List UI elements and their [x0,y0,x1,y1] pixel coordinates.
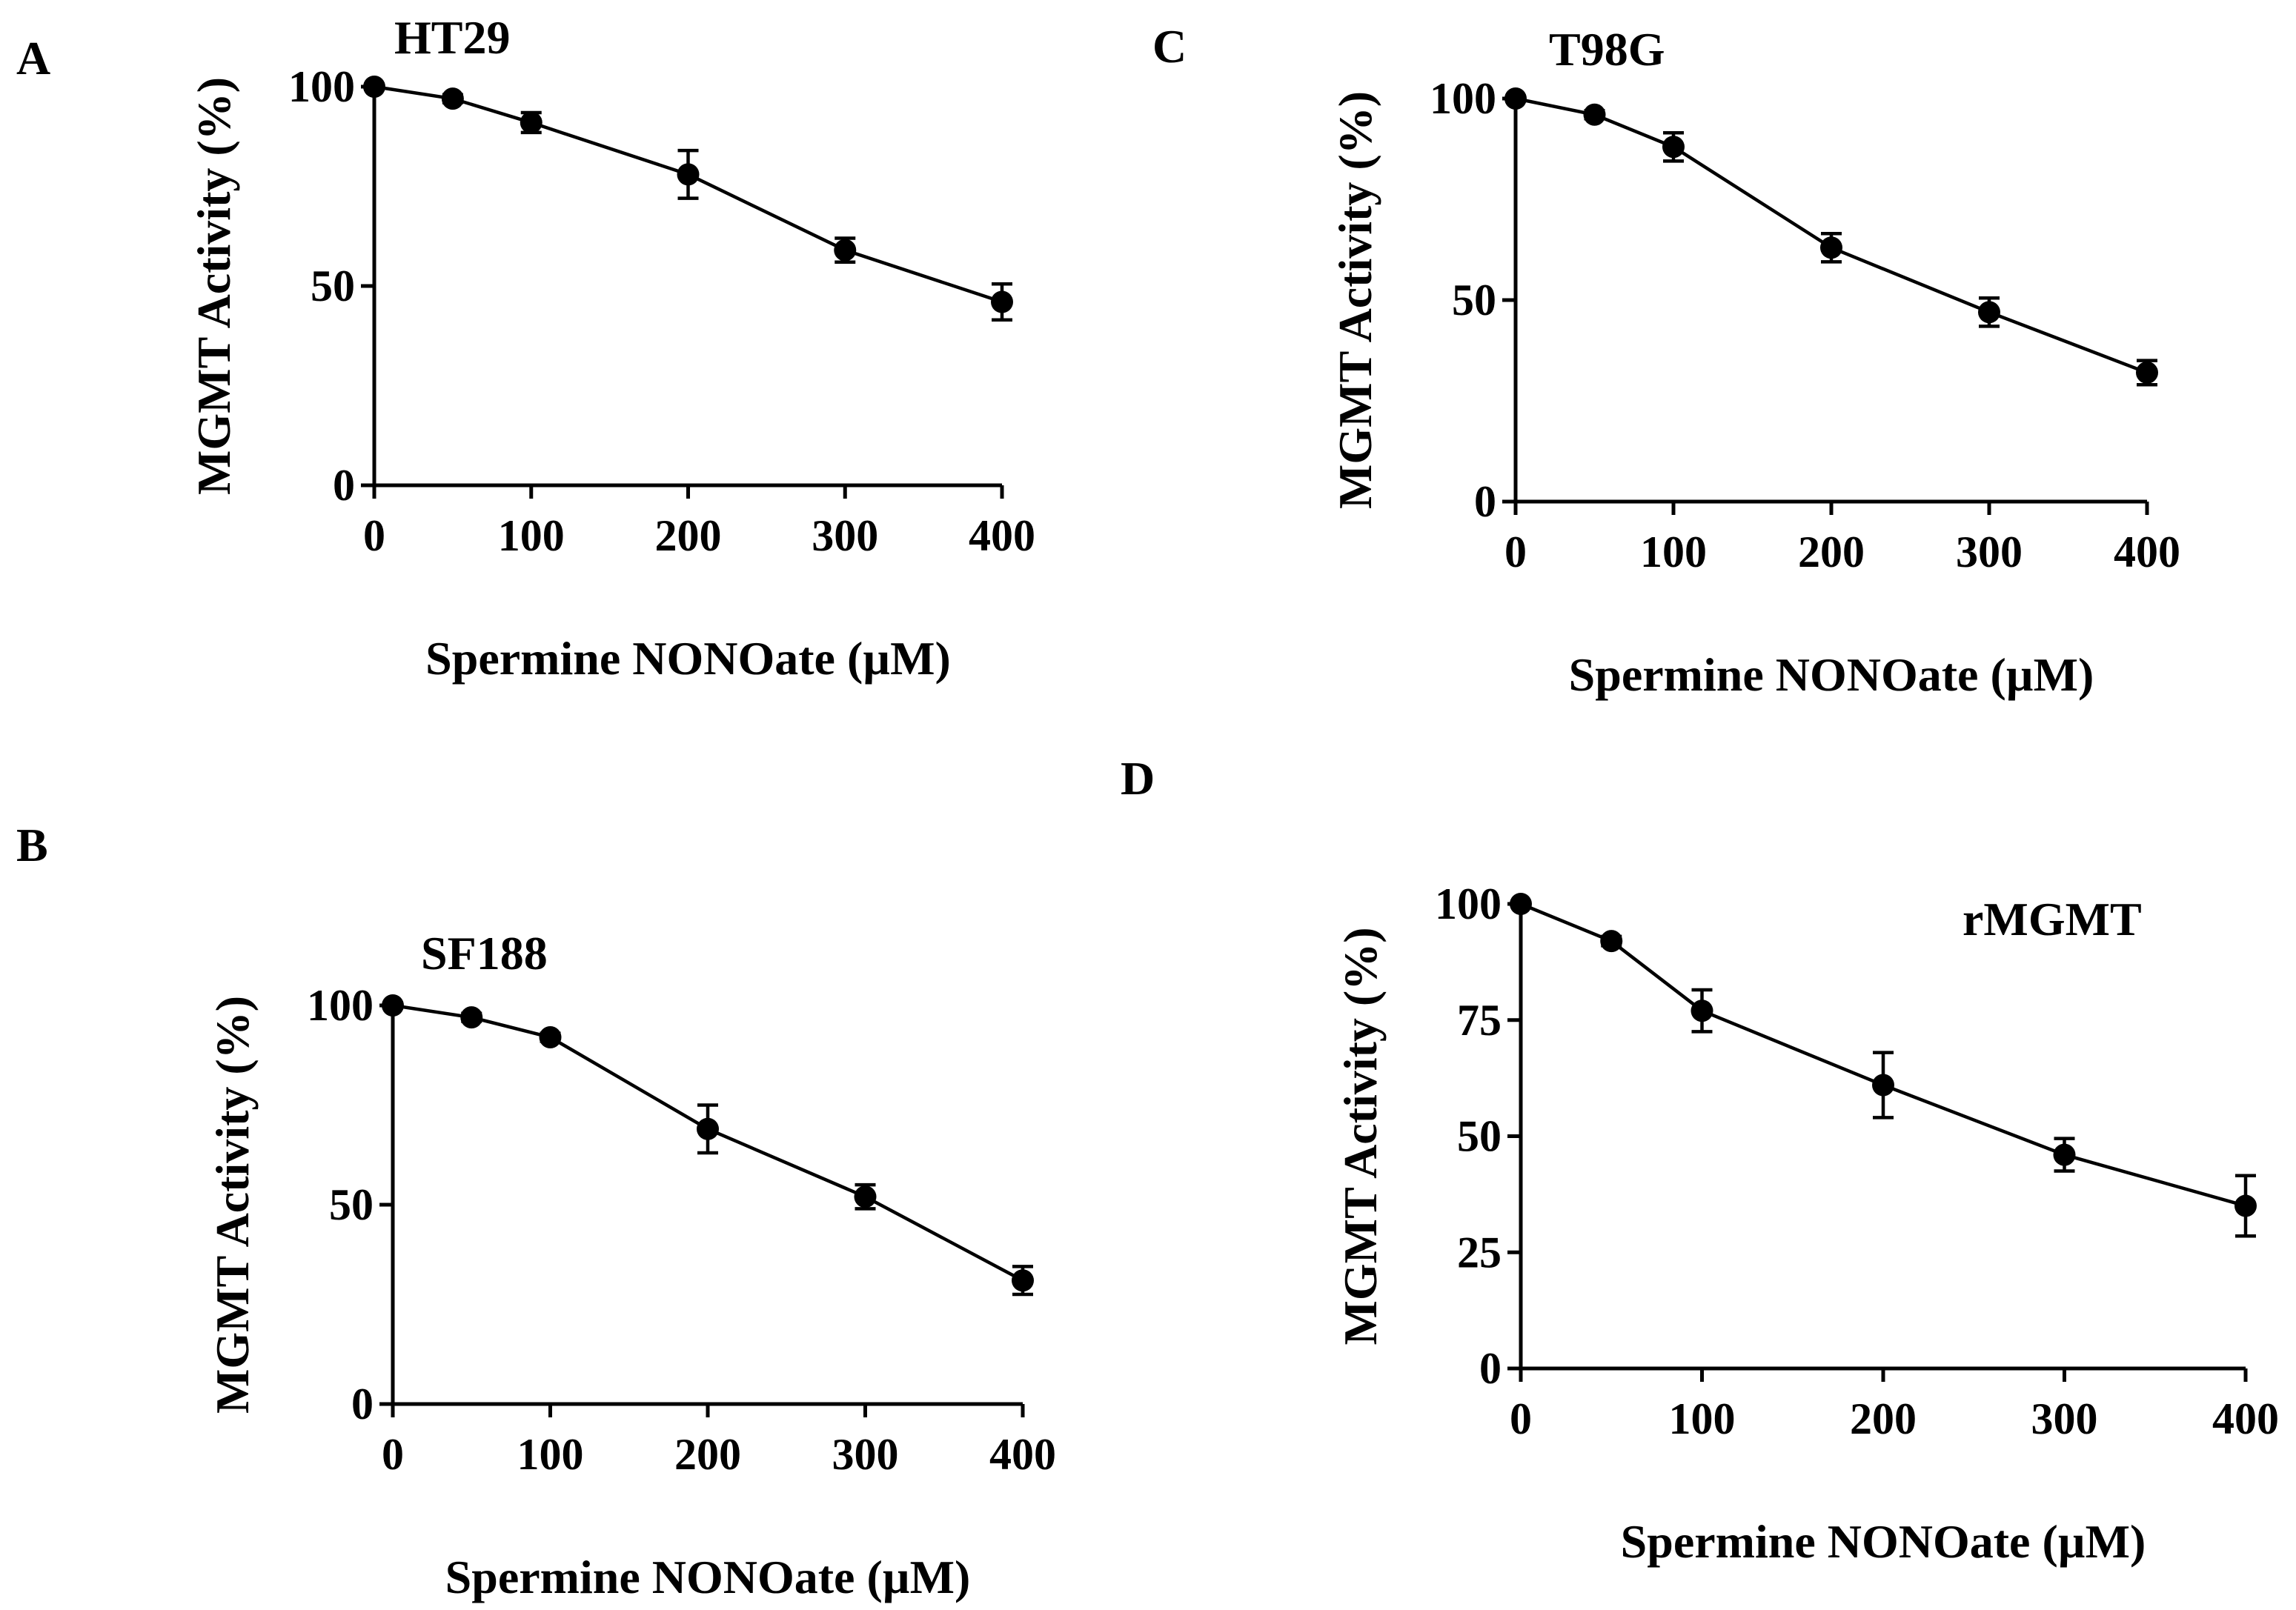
data-point [1978,301,2000,324]
series-line [374,84,1003,304]
x-tick-label: 400 [2212,1394,2279,1443]
x-tick-label: 200 [655,511,722,560]
x-tick-label: 200 [1798,528,1865,576]
y-tick-label: 100 [307,981,374,1030]
data-point [1583,103,1606,126]
series-line [392,1003,1024,1283]
x-tick-label: 400 [2114,528,2180,576]
x-tick-label: 300 [812,511,878,560]
y-tick-label: 100 [288,62,355,111]
x-tick-label: 0 [363,511,385,560]
data-point [991,290,1013,313]
x-axis-label: Spermine NONOate (µM) [1621,1515,2146,1568]
y-tick-label: 50 [329,1180,374,1229]
panel-c: C T98G 0 50 100 0 100 200 300 400 Spermine NONOate… [1152,20,2180,701]
x-axis-label: Spermine NONOate (µM) [425,632,951,685]
x-tick-label: 300 [2031,1394,2098,1443]
x-tick-label: 300 [832,1430,899,1479]
data-point [1600,930,1623,953]
y-tick-label: 100 [1430,74,1496,123]
y-tick-label: 0 [333,461,355,510]
panel-letter: C [1152,20,1187,73]
y-tick-label: 50 [311,262,355,310]
data-point [539,1026,562,1049]
y-axis-label: MGMT Activity (%) [1329,91,1381,509]
x-tick-label: 0 [1510,1394,1532,1443]
y-tick-label: 0 [1474,477,1496,526]
y-axis-label: MGMT Activity (%) [1334,927,1387,1345]
chart-title: SF188 [421,927,548,979]
x-tick-label: 300 [1956,528,2023,576]
data-point [1820,236,1842,259]
x-axis-label: Spermine NONOate (µM) [1569,648,2094,701]
x-tick-label: 200 [674,1430,741,1479]
x-tick-label: 100 [1640,528,1707,576]
data-point [697,1117,719,1140]
data-point [460,1006,483,1029]
data-point [1872,1074,1894,1097]
data-point [1510,893,1532,915]
data-point [1662,136,1685,159]
series-line [1520,902,2246,1208]
y-tick-label: 0 [351,1380,374,1428]
panel-letter: B [16,819,48,871]
y-tick-label: 50 [1457,1112,1502,1161]
x-tick-label: 0 [1504,528,1527,576]
x-axis-label: Spermine NONOate (µM) [445,1551,971,1603]
x-tick-label: 100 [498,511,565,560]
series-line [1515,96,2148,375]
x-tick-label: 400 [989,1430,1056,1479]
y-tick-label: 100 [1435,879,1502,928]
panel-b: B SF188 0 50 100 0 100 200 300 400 Spermine NONOat… [16,819,1056,1603]
data-point [363,76,385,98]
y-axis-label: MGMT Activity (%) [206,996,259,1414]
y-axis-label: MGMT Activity (%) [188,77,240,495]
y-tick-label: 50 [1452,276,1496,325]
panel-letter: A [16,32,50,84]
data-point [834,239,857,262]
data-point [1691,999,1713,1022]
y-tick-label: 0 [1479,1344,1502,1393]
data-point [2053,1143,2076,1166]
data-point [677,163,700,186]
chart-title: HT29 [394,11,510,64]
data-point [441,87,464,110]
chart-title: T98G [1549,23,1665,76]
panel-letter: D [1121,752,1155,805]
chart-title: rMGMT [1962,893,2142,945]
data-point [520,111,543,134]
panel-a: A HT29 0 50 100 0 100 200 300 400 Spermine NONOate… [16,11,1035,685]
x-tick-label: 200 [1850,1394,1917,1443]
y-tick-label: 75 [1457,996,1502,1045]
data-point [382,994,404,1017]
y-tick-label: 25 [1457,1228,1502,1277]
x-tick-label: 100 [517,1430,584,1479]
data-point [1504,87,1527,110]
data-point [854,1185,877,1208]
x-tick-label: 0 [382,1430,404,1479]
data-point [2234,1194,2257,1217]
x-tick-label: 100 [1669,1394,1736,1443]
x-tick-label: 400 [969,511,1035,560]
data-point [1012,1269,1034,1292]
data-point [2136,361,2158,384]
